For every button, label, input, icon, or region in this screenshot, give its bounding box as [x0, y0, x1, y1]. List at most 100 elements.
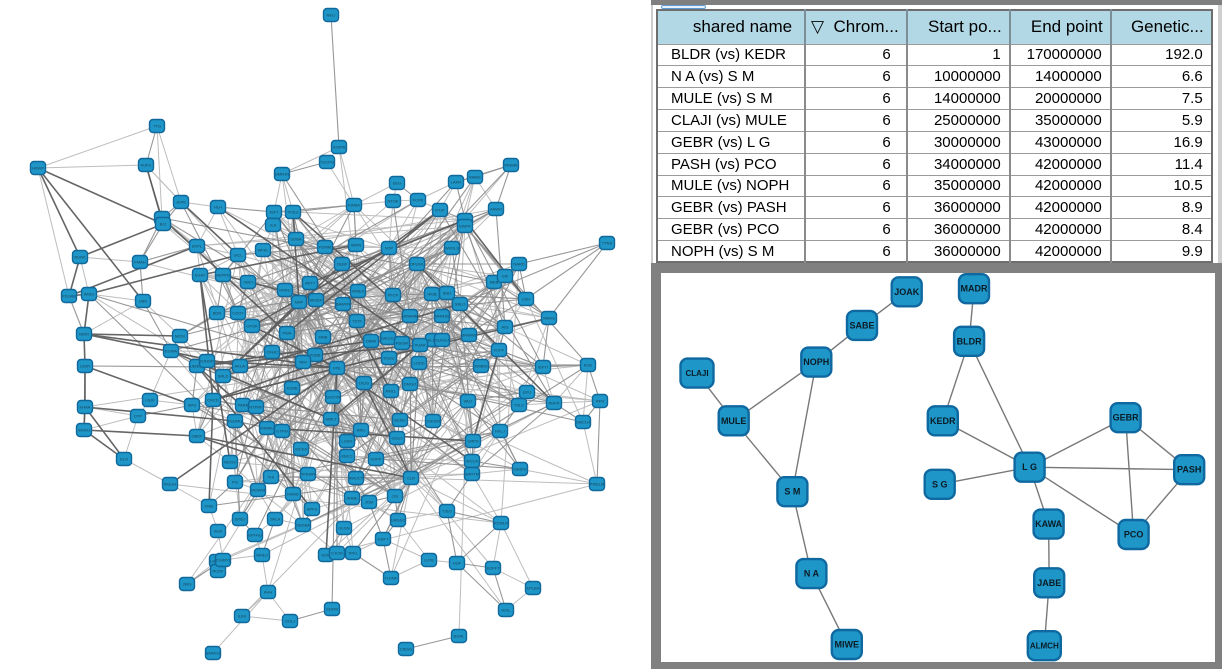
svg-text:OFHC: OFHC: [266, 350, 277, 355]
svg-text:UMSSC: UMSSC: [391, 518, 406, 523]
svg-text:TJEO: TJEO: [442, 509, 452, 514]
svg-text:WCEA: WCEA: [295, 447, 307, 452]
svg-text:IEFTI: IEFTI: [538, 365, 548, 370]
svg-text:EKPL: EKPL: [192, 244, 203, 249]
svg-text:NTPRF: NTPRF: [249, 405, 263, 410]
svg-text:SBLO: SBLO: [455, 302, 466, 307]
svg-text:FPE: FPE: [333, 366, 341, 371]
svg-text:JODPB: JODPB: [332, 145, 346, 150]
svg-text:TTG: TTG: [153, 124, 161, 129]
svg-text:KBCC: KBCC: [341, 454, 352, 459]
svg-text:EFFHU: EFFHU: [248, 533, 261, 538]
svg-text:GGUJ: GGUJ: [391, 436, 402, 441]
svg-text:OHWWL: OHWWL: [461, 333, 478, 338]
svg-text:JOM: JOM: [365, 500, 373, 505]
svg-text:SUGGJ: SUGGJ: [435, 338, 449, 343]
svg-text:FCFF: FCFF: [494, 348, 505, 353]
svg-text:BLDR: BLDR: [957, 336, 982, 346]
svg-text:TSTF: TSTF: [352, 319, 363, 324]
svg-text:JABE: JABE: [1037, 578, 1061, 588]
svg-text:FCPK: FCPK: [413, 198, 424, 203]
svg-text:POBB: POBB: [309, 353, 320, 358]
svg-text:EKU: EKU: [523, 390, 531, 395]
svg-text:CIESG: CIESG: [400, 647, 412, 652]
svg-text:EEG: EEG: [393, 181, 401, 186]
svg-text:TPKL: TPKL: [348, 551, 359, 556]
svg-text:COOT: COOT: [232, 311, 244, 316]
svg-text:DIUG: DIUG: [359, 381, 369, 386]
svg-text:UICL: UICL: [233, 253, 243, 258]
svg-text:RURK: RURK: [74, 255, 86, 260]
svg-text:EENU: EENU: [394, 418, 405, 423]
svg-text:OFUML: OFUML: [410, 262, 425, 267]
svg-text:RCMLR: RCMLR: [494, 521, 508, 526]
svg-text:WNMN: WNMN: [505, 163, 518, 168]
svg-text:JDPE: JDPE: [176, 200, 187, 205]
svg-text:KAMD: KAMD: [287, 492, 299, 497]
svg-text:GTFW: GTFW: [276, 429, 288, 434]
svg-text:FDLWB: FDLWB: [62, 294, 76, 299]
svg-text:SOW: SOW: [321, 553, 331, 558]
svg-text:FEDMU: FEDMU: [228, 419, 242, 424]
svg-text:BDN: BDN: [213, 311, 222, 316]
svg-text:S M: S M: [784, 487, 800, 497]
svg-text:KWBA: KWBA: [348, 203, 360, 208]
svg-text:PWA: PWA: [283, 331, 292, 336]
svg-text:DLO: DLO: [120, 457, 128, 462]
svg-text:WHOJ: WHOJ: [78, 428, 90, 433]
svg-text:OOLJ: OOLJ: [285, 619, 295, 624]
svg-text:KAWA: KAWA: [1035, 519, 1063, 529]
svg-text:WKDLS: WKDLS: [445, 246, 460, 251]
svg-text:WUUH: WUUH: [164, 482, 177, 487]
svg-text:CLAJI: CLAJI: [685, 369, 708, 378]
svg-text:NTOE: NTOE: [387, 199, 398, 204]
svg-text:IGFT: IGFT: [269, 210, 279, 215]
svg-text:EOFFT: EOFFT: [486, 566, 500, 571]
svg-text:GIF: GIF: [502, 274, 509, 279]
svg-text:SPG: SPG: [188, 403, 196, 408]
svg-text:HSWMM: HSWMM: [402, 314, 418, 319]
svg-text:ISJA: ISJA: [214, 529, 223, 534]
svg-text:PFCP: PFCP: [388, 293, 399, 298]
svg-text:PARB: PARB: [238, 403, 249, 408]
svg-text:PUAR: PUAR: [414, 343, 425, 348]
svg-text:DTP: DTP: [134, 414, 142, 419]
svg-text:PWELM: PWELM: [590, 482, 605, 487]
svg-text:KHH: KHH: [264, 590, 273, 595]
svg-text:RIM: RIM: [299, 360, 306, 365]
svg-text:AWUCT: AWUCT: [349, 476, 364, 481]
svg-text:DRWI: DRWI: [366, 339, 377, 344]
svg-text:TTNS: TTNS: [602, 241, 613, 246]
svg-text:WUJ: WUJ: [464, 399, 473, 404]
svg-text:JWLA: JWLA: [270, 517, 281, 522]
svg-text:MIWE: MIWE: [835, 640, 860, 650]
svg-text:AKLW: AKLW: [234, 364, 245, 369]
svg-text:BAWFR: BAWFR: [336, 302, 350, 307]
svg-text:CLR: CLR: [407, 476, 415, 481]
svg-text:MNB: MNB: [319, 335, 328, 340]
svg-text:JWG: JWG: [183, 582, 192, 587]
svg-text:EGAT: EGAT: [195, 273, 206, 278]
svg-text:URPS: URPS: [467, 439, 478, 444]
svg-text:MOWM: MOWM: [251, 488, 265, 493]
svg-text:WATTM: WATTM: [465, 472, 479, 477]
svg-text:KKLJ: KKLJ: [495, 429, 505, 434]
svg-text:LNJF: LNJF: [145, 398, 155, 403]
svg-text:ILEK: ILEK: [238, 614, 247, 619]
svg-text:IMKJ: IMKJ: [356, 428, 365, 433]
svg-text:LAKR: LAKR: [451, 180, 462, 185]
svg-text:ARTT: ARTT: [305, 281, 316, 286]
svg-text:RSGW: RSGW: [396, 341, 409, 346]
svg-text:KEDR: KEDR: [930, 416, 956, 426]
svg-text:IMPN: IMPN: [351, 243, 361, 248]
svg-text:NDGS: NDGS: [224, 460, 236, 465]
svg-text:KDNB: KDNB: [286, 386, 297, 391]
svg-text:WMLT: WMLT: [325, 417, 337, 422]
svg-text:GEBR: GEBR: [1113, 413, 1140, 423]
svg-text:WCCA: WCCA: [466, 459, 479, 464]
svg-text:RFN: RFN: [596, 399, 604, 404]
svg-text:FIS: FIS: [232, 480, 239, 485]
svg-text:IEBJ: IEBJ: [443, 291, 451, 296]
svg-text:BJJ: BJJ: [160, 222, 167, 227]
svg-text:RJFS: RJFS: [141, 163, 151, 168]
